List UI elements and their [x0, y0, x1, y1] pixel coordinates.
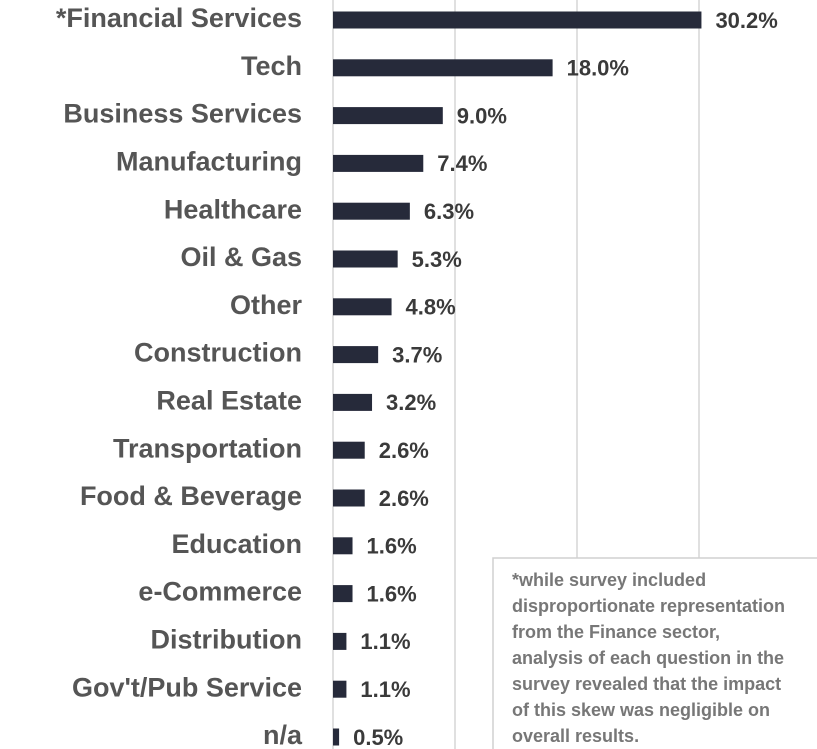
value-label: 2.6%	[379, 438, 429, 463]
category-label: Distribution	[151, 625, 302, 655]
value-label: 1.1%	[360, 629, 410, 654]
value-label: 1.6%	[367, 534, 417, 559]
value-label: 9.0%	[457, 103, 507, 128]
bar	[333, 680, 347, 698]
annotation-line: survey revealed that the impact	[512, 674, 781, 694]
category-label: *Financial Services	[56, 3, 302, 33]
bar	[333, 441, 365, 459]
value-label: 0.5%	[353, 725, 403, 749]
annotation-line: of this skew was negligible on	[512, 700, 770, 720]
category-label: Tech	[241, 51, 302, 81]
bar	[333, 298, 392, 316]
category-label: Oil & Gas	[180, 242, 302, 272]
bar	[333, 489, 365, 507]
category-label: Construction	[134, 338, 302, 368]
bar	[333, 202, 410, 220]
bar	[333, 346, 379, 364]
bar	[333, 393, 373, 411]
value-label: 18.0%	[567, 56, 629, 81]
bar	[333, 585, 353, 603]
annotation-line: *while survey included	[512, 570, 706, 590]
bar	[333, 728, 340, 746]
bar	[333, 107, 443, 125]
bar	[333, 537, 353, 555]
annotation-box	[492, 557, 817, 749]
bar	[333, 11, 702, 29]
category-label: n/a	[263, 720, 303, 749]
category-label: Other	[230, 290, 303, 320]
bar	[333, 632, 347, 650]
value-label: 7.4%	[437, 151, 487, 176]
bar	[333, 154, 424, 172]
annotation-line: disproportionate representation	[512, 596, 785, 616]
annotation-line: overall results.	[512, 726, 639, 746]
category-label: Food & Beverage	[80, 481, 302, 511]
annotation-line: from the Finance sector,	[512, 622, 720, 642]
category-label: Healthcare	[164, 194, 302, 224]
value-label: 3.2%	[386, 390, 436, 415]
bar	[333, 59, 553, 77]
value-label: 3.7%	[392, 342, 442, 367]
value-label: 1.1%	[360, 677, 410, 702]
category-label: Real Estate	[156, 386, 302, 416]
category-label: Business Services	[63, 99, 302, 129]
category-label: Gov't/Pub Service	[72, 672, 302, 702]
value-label: 5.3%	[412, 247, 462, 272]
category-label: Transportation	[113, 433, 302, 463]
value-label: 6.3%	[424, 199, 474, 224]
category-label: e-Commerce	[138, 577, 302, 607]
value-label: 4.8%	[406, 295, 456, 320]
annotation-line: analysis of each question in the	[512, 648, 784, 668]
category-label: Manufacturing	[116, 147, 302, 177]
category-label: Education	[171, 529, 302, 559]
value-label: 30.2%	[715, 8, 777, 33]
bar	[333, 250, 398, 268]
value-label: 1.6%	[367, 581, 417, 606]
value-label: 2.6%	[379, 486, 429, 511]
